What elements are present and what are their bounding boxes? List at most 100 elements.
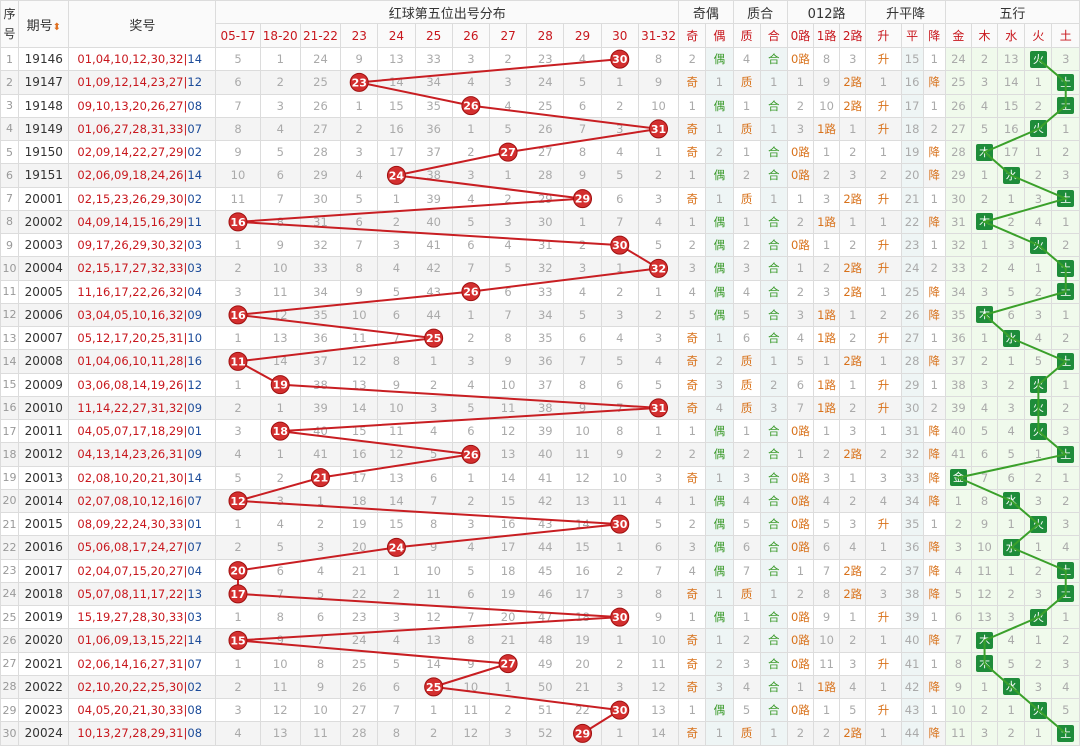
parity-cell: 1 <box>705 721 734 746</box>
red5-cell: 35 <box>299 302 342 328</box>
wx-cell: 3 <box>997 232 1026 258</box>
red5-cell: 7 <box>563 349 602 374</box>
row-seq: 18 <box>0 442 20 467</box>
mod-cell: 2 <box>812 256 841 281</box>
trend-cell: 1 <box>865 70 902 95</box>
parity-cell: 1 <box>678 604 707 630</box>
red5-cell: 14 <box>414 651 453 676</box>
wx-cell: 火 <box>1024 232 1053 258</box>
wx-cell: 2 <box>1024 163 1053 188</box>
wx-cell: 土 <box>1051 256 1080 281</box>
red5-cell: 3 <box>488 209 528 235</box>
header-red5-col: 26 <box>451 23 490 48</box>
red5-hit-cell: 30 <box>600 697 639 723</box>
wx-cell: 水 <box>997 488 1026 514</box>
wx-cell: 1 <box>1051 302 1080 328</box>
wx-cell: 水 <box>997 163 1026 188</box>
red5-hit-cell: 26 <box>451 442 490 467</box>
wx-badge: 火 <box>1029 376 1047 394</box>
red5-cell: 2 <box>600 558 639 583</box>
wx-cell: 2 <box>997 581 1026 607</box>
red-numbers: 09,10,13,20,26,27 <box>77 98 184 113</box>
red5-cell: 11 <box>488 395 528 421</box>
red5-cell: 8 <box>259 604 301 630</box>
red5-cell: 1 <box>600 256 639 281</box>
prime-cell: 2 <box>732 232 761 258</box>
prime-cell: 2 <box>732 628 761 653</box>
red5-cell: 4 <box>451 70 490 95</box>
red5-cell: 1 <box>637 418 680 444</box>
parity-cell: 3 <box>678 535 707 560</box>
mod-cell: 2 <box>786 93 815 118</box>
red5-cell: 20 <box>340 535 379 560</box>
red5-cell: 1 <box>215 511 261 537</box>
prime-cell: 合 <box>759 93 788 118</box>
red5-cell: 1 <box>637 279 680 304</box>
red5-cell: 10 <box>637 628 680 653</box>
prime-cell: 1 <box>732 418 761 444</box>
red5-cell: 6 <box>414 465 453 490</box>
prime-cell: 质 <box>732 372 761 397</box>
red5-cell: 39 <box>299 395 342 421</box>
red5-cell: 3 <box>637 186 680 211</box>
wx-cell: 3 <box>1051 511 1080 537</box>
header-parity-group: 奇偶 <box>678 0 734 24</box>
wx-cell: 30 <box>944 186 972 211</box>
trend-cell: 升 <box>865 232 902 258</box>
wx-cell: 金 <box>944 465 972 490</box>
row-seq: 28 <box>0 674 20 700</box>
red5-cell: 6 <box>600 372 639 397</box>
wx-cell: 5 <box>970 418 999 444</box>
mod-cell: 3 <box>839 511 867 537</box>
mod-cell: 2路 <box>839 442 867 467</box>
red5-cell: 8 <box>488 325 528 351</box>
row-period: 20015 <box>18 511 70 537</box>
wx-cell: 1 <box>1051 209 1080 235</box>
red5-cell: 2 <box>451 139 490 165</box>
red5-cell: 50 <box>526 674 565 700</box>
red5-cell: 6 <box>259 558 301 583</box>
row-seq: 17 <box>0 418 20 444</box>
trend-cell: 42 <box>900 674 924 700</box>
trend-cell: 降 <box>922 163 946 188</box>
wx-cell: 3 <box>1024 488 1053 514</box>
header-period[interactable]: 期号⬍ <box>18 0 70 48</box>
sort-icon[interactable]: ⬍ <box>52 21 61 33</box>
row-seq: 9 <box>0 232 20 258</box>
table-row: 262002001,06,09,13,15,22|141597244138214… <box>0 628 1080 653</box>
wx-cell: 29 <box>944 163 972 188</box>
red5-cell: 2 <box>563 232 602 258</box>
blue-number: 11 <box>187 214 203 229</box>
red5-cell: 2 <box>215 535 261 560</box>
red5-cell: 46 <box>526 581 565 607</box>
trend-cell: 升 <box>865 395 902 421</box>
trend-cell: 1 <box>865 418 902 444</box>
prime-cell: 合 <box>759 628 788 653</box>
parity-cell: 偶 <box>705 232 734 258</box>
parity-cell: 奇 <box>678 116 707 142</box>
red5-cell: 20 <box>563 651 602 676</box>
wx-cell: 41 <box>944 442 972 467</box>
red5-cell: 9 <box>299 674 342 700</box>
red-numbers: 02,10,20,22,25,30 <box>77 679 184 694</box>
mod-cell: 1路 <box>812 209 841 235</box>
wx-cell: 6 <box>970 442 999 467</box>
trend-cell: 降 <box>922 418 946 444</box>
row-period: 19149 <box>18 116 70 142</box>
red5-cell: 3 <box>259 488 301 514</box>
wx-cell: 17 <box>997 139 1026 165</box>
red5-cell: 28 <box>526 163 565 188</box>
red-numbers: 01,04,06,10,11,28 <box>77 354 184 369</box>
red5-cell: 21 <box>488 628 528 653</box>
red-numbers: 01,04,10,12,30,32 <box>77 52 184 67</box>
red5-cell: 4 <box>451 535 490 560</box>
trend-cell: 降 <box>922 442 946 467</box>
red5-cell: 36 <box>299 325 342 351</box>
wx-cell: 1 <box>1051 465 1080 490</box>
red5-cell: 12 <box>563 465 602 490</box>
red5-cell: 6 <box>377 674 416 700</box>
red5-hit-cell: 16 <box>215 302 261 328</box>
table-row: 21914701,09,12,14,23,27|1262252314344324… <box>0 70 1080 95</box>
red5-cell: 5 <box>563 302 602 328</box>
wx-cell: 33 <box>944 256 972 281</box>
